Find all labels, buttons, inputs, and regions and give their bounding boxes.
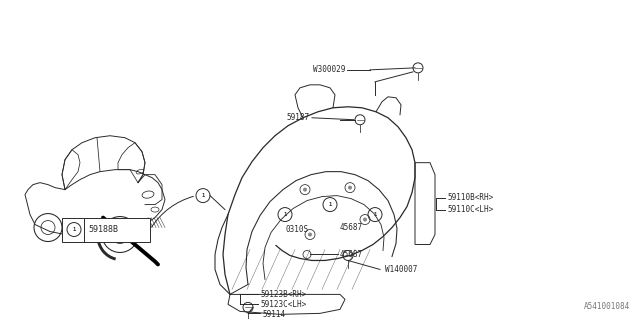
Text: 45687: 45687 — [340, 223, 363, 232]
Text: 1: 1 — [284, 212, 287, 217]
Text: 59187: 59187 — [287, 113, 310, 122]
Text: 1: 1 — [202, 193, 205, 198]
Text: 59110C<LH>: 59110C<LH> — [447, 205, 493, 214]
Bar — [62, 218, 150, 242]
Circle shape — [303, 188, 307, 192]
Text: 1: 1 — [373, 212, 376, 217]
Text: 59114: 59114 — [262, 310, 285, 319]
Text: W300029: W300029 — [312, 65, 345, 74]
Text: 45687: 45687 — [340, 250, 363, 259]
Text: W140007: W140007 — [385, 265, 417, 274]
Text: 0310S: 0310S — [285, 225, 308, 234]
Circle shape — [348, 186, 352, 190]
Text: 59188B: 59188B — [88, 225, 118, 234]
Text: 1: 1 — [328, 202, 332, 207]
Text: 1: 1 — [72, 227, 76, 232]
Circle shape — [363, 218, 367, 221]
Text: 59123C<LH>: 59123C<LH> — [260, 300, 307, 309]
Circle shape — [308, 233, 312, 236]
Text: 59110B<RH>: 59110B<RH> — [447, 193, 493, 202]
Text: 59123B<RH>: 59123B<RH> — [260, 290, 307, 299]
Text: A541001084: A541001084 — [584, 302, 630, 311]
